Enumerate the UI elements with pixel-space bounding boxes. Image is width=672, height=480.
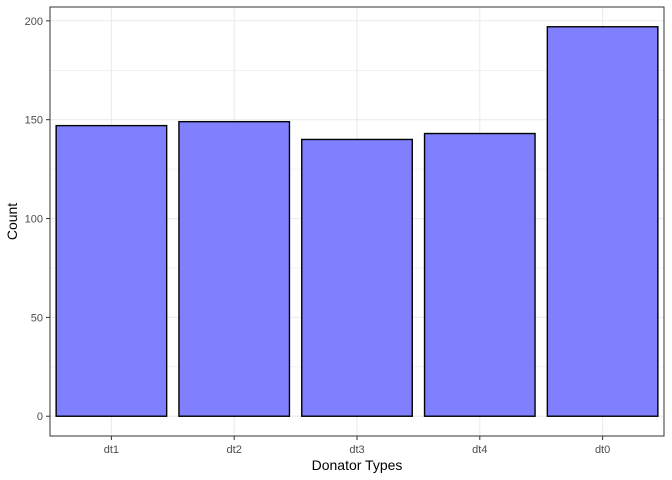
x-tick-label: dt3 (349, 444, 364, 456)
x-tick-label: dt1 (104, 444, 119, 456)
bar-dt1 (55, 124, 168, 417)
bar-dt2 (178, 120, 291, 417)
y-tick-label: 100 (25, 214, 43, 226)
y-tick-label: 0 (37, 411, 43, 423)
bars (55, 26, 659, 417)
bar-dt3 (301, 138, 413, 417)
x-tick-label: dt4 (472, 444, 487, 456)
y-tick-label: 50 (31, 312, 43, 324)
x-tick-label: dt2 (227, 444, 242, 456)
x-tick-label: dt0 (595, 444, 610, 456)
y-tick-label: 150 (25, 115, 43, 127)
x-axis: dt1 dt2 dt3 dt4 dt0 (104, 436, 610, 456)
y-axis-title: Count (4, 203, 20, 240)
x-axis-title: Donator Types (312, 457, 403, 473)
y-axis: 0 50 100 150 200 (25, 16, 50, 423)
y-tick-label: 200 (25, 16, 43, 28)
bar-dt4 (423, 132, 536, 417)
bar-dt0 (546, 26, 659, 417)
